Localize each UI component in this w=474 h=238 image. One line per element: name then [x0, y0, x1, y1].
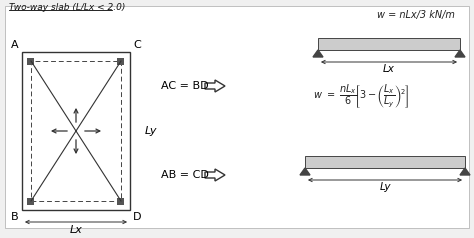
- Bar: [27, 58, 35, 64]
- Bar: [305, 156, 465, 168]
- Text: $w\ =\ \dfrac{nL_x}{6}\!\left[3-\!\left(\dfrac{L_x}{L_y}\right)^{\!2}\right]$: $w\ =\ \dfrac{nL_x}{6}\!\left[3-\!\left(…: [313, 83, 410, 110]
- Polygon shape: [205, 169, 225, 181]
- Bar: [22, 52, 130, 210]
- Text: B: B: [11, 212, 19, 222]
- Text: Ly: Ly: [379, 182, 391, 192]
- Bar: [27, 198, 35, 204]
- Text: AB = CD: AB = CD: [161, 170, 209, 180]
- Polygon shape: [205, 80, 225, 92]
- Bar: [118, 58, 125, 64]
- Bar: [318, 38, 460, 50]
- Text: Lx: Lx: [383, 64, 395, 74]
- Bar: [118, 198, 125, 204]
- Polygon shape: [313, 50, 323, 57]
- Text: AC = BD: AC = BD: [161, 81, 209, 91]
- Text: A: A: [11, 40, 19, 50]
- Polygon shape: [455, 50, 465, 57]
- Text: Lx: Lx: [70, 225, 82, 235]
- Polygon shape: [460, 168, 470, 175]
- Polygon shape: [300, 168, 310, 175]
- Bar: [31, 61, 121, 201]
- Text: w = nLx/3 kN/m: w = nLx/3 kN/m: [377, 10, 455, 20]
- Text: D: D: [133, 212, 142, 222]
- Text: C: C: [133, 40, 141, 50]
- Text: Ly: Ly: [145, 126, 157, 136]
- Text: Two-way slab (L/Lx < 2.0): Two-way slab (L/Lx < 2.0): [9, 3, 126, 12]
